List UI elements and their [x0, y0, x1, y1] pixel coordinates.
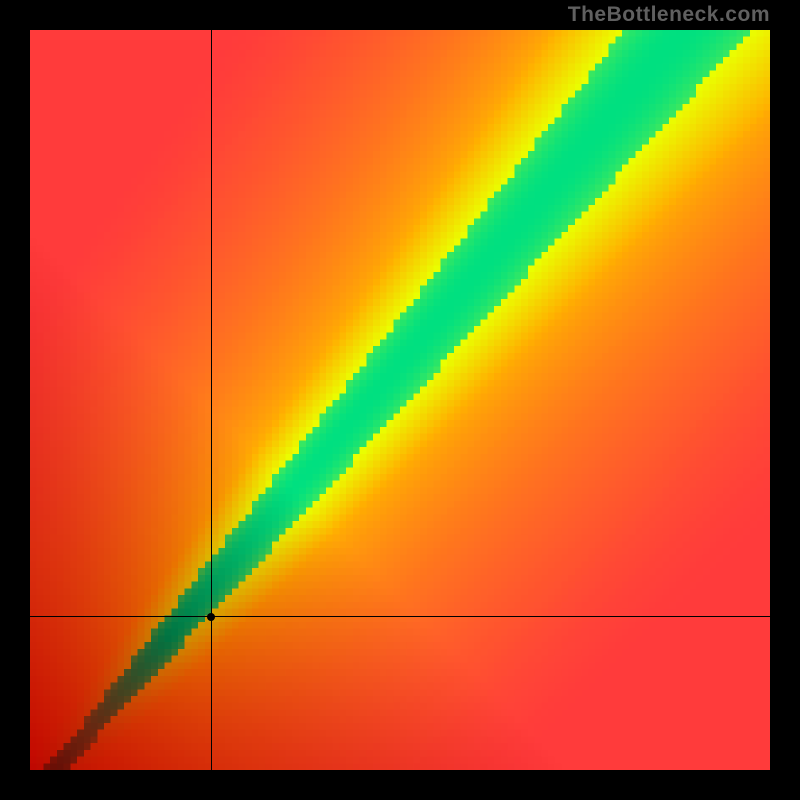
heatmap-canvas [30, 30, 770, 770]
watermark-text: TheBottleneck.com [568, 3, 770, 27]
crosshair-horizontal [30, 616, 770, 617]
crosshair-vertical [211, 30, 212, 770]
chart-plot-area [30, 30, 770, 770]
